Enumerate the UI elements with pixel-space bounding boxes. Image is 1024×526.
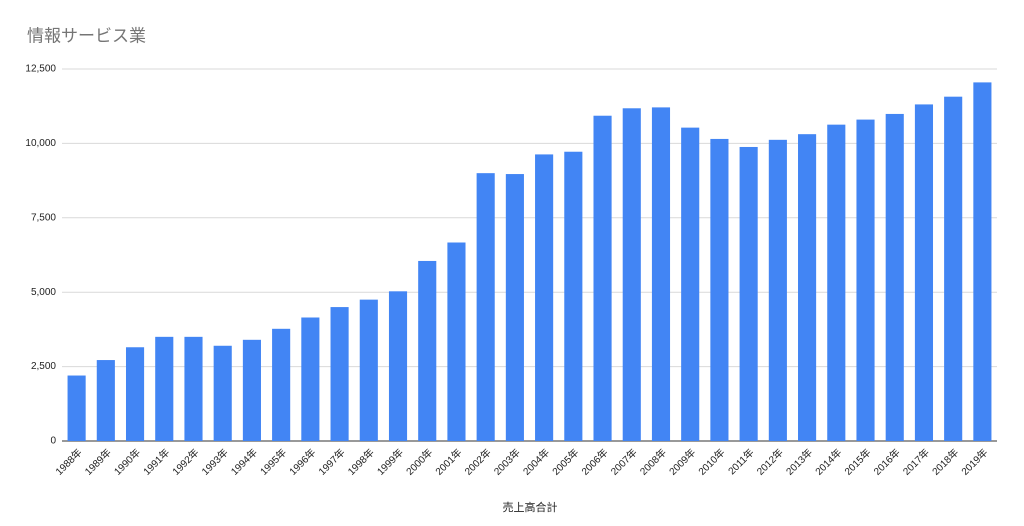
bar <box>184 336 203 441</box>
x-tick-label: 1994年 <box>228 446 260 478</box>
x-tick-label: 1988年 <box>53 446 85 478</box>
bar <box>330 307 349 441</box>
bar <box>973 82 992 441</box>
x-tick-label: 2008年 <box>637 446 669 478</box>
x-tick-label: 2003年 <box>491 446 523 478</box>
y-tick-label: 7,500 <box>31 212 56 223</box>
bar <box>505 174 524 441</box>
bar <box>242 339 261 441</box>
x-tick-label: 2018年 <box>929 446 961 478</box>
x-tick-label: 2013年 <box>783 446 815 478</box>
bar <box>213 345 232 441</box>
bar <box>739 146 758 442</box>
chart-title: 情報サービス業 <box>27 26 146 45</box>
x-tick-label: 1996年 <box>286 446 318 478</box>
x-tick-label: 1999年 <box>374 446 406 478</box>
x-tick-label: 2015年 <box>842 446 874 478</box>
x-tick-label: 2001年 <box>432 446 464 478</box>
bar <box>768 139 787 441</box>
bar <box>418 260 437 441</box>
x-tick-label: 1991年 <box>140 446 172 478</box>
y-tick-label: 2,500 <box>31 361 56 372</box>
bar <box>155 336 174 441</box>
x-tick-label: 2009年 <box>666 446 698 478</box>
x-tick-label: 1993年 <box>199 446 231 478</box>
bar <box>885 113 904 442</box>
x-tick-label: 1990年 <box>111 446 143 478</box>
bar <box>564 151 583 442</box>
y-tick-label: 0 <box>50 436 56 447</box>
x-tick-label: 2005年 <box>549 446 581 478</box>
bar <box>681 127 700 441</box>
x-tick-label: 2000年 <box>403 446 435 478</box>
x-tick-label: 1995年 <box>257 446 289 478</box>
x-tick-label: 2014年 <box>812 446 844 478</box>
x-tick-label: 2002年 <box>462 446 494 478</box>
bar <box>272 328 291 441</box>
bar <box>914 104 934 441</box>
bar <box>827 124 846 442</box>
bar <box>651 107 671 441</box>
bar <box>710 138 729 441</box>
bar <box>535 154 554 441</box>
bar <box>622 108 641 441</box>
x-tick-label: 2012年 <box>754 446 786 478</box>
bar <box>301 317 320 441</box>
x-tick-label: 1997年 <box>316 446 348 478</box>
bar <box>944 96 963 441</box>
x-tick-label: 2017年 <box>900 446 932 478</box>
x-tick-label: 1992年 <box>169 446 201 478</box>
bar <box>593 115 612 441</box>
bar <box>476 173 495 441</box>
x-tick-label: 2019年 <box>958 446 990 478</box>
y-tick-label: 5,000 <box>31 287 56 298</box>
bar <box>359 299 378 441</box>
y-tick-label: 12,500 <box>25 64 56 75</box>
x-tick-label: 2011年 <box>725 446 756 477</box>
bar <box>388 291 408 441</box>
bar <box>96 360 115 441</box>
x-tick-label: 1998年 <box>345 446 377 478</box>
bar <box>447 242 466 441</box>
x-tick-label: 2007年 <box>608 446 640 478</box>
x-tick-label: 2016年 <box>871 446 903 478</box>
x-tick-label: 1989年 <box>82 446 114 478</box>
x-tick-label: 2004年 <box>520 446 552 478</box>
y-tick-label: 10,000 <box>25 138 56 149</box>
bar <box>67 375 86 441</box>
bar <box>125 347 145 441</box>
x-axis-label: 売上高合計 <box>503 500 558 514</box>
bar <box>856 119 875 441</box>
bar <box>798 134 817 442</box>
x-tick-label: 2006年 <box>579 446 611 478</box>
x-tick-label: 2010年 <box>695 446 727 478</box>
